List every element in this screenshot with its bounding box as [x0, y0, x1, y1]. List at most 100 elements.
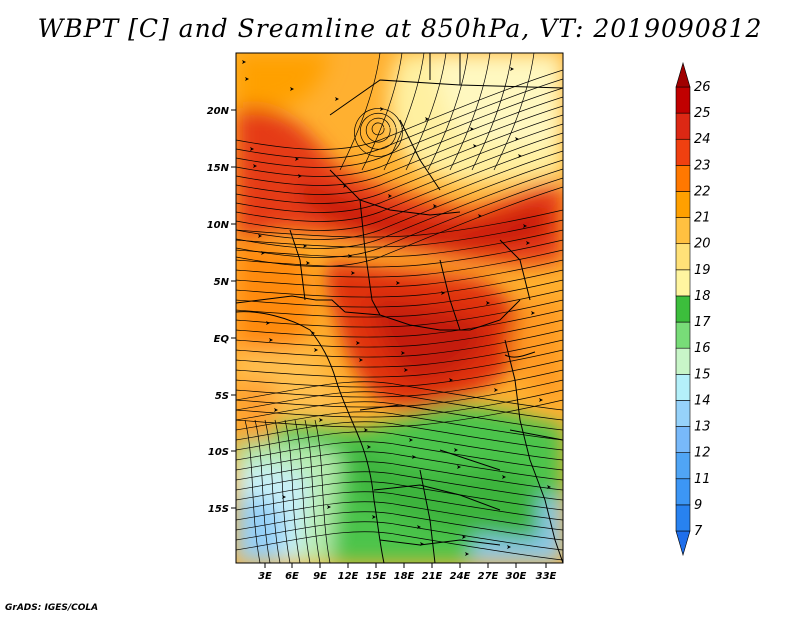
streamline-arrow [502, 475, 506, 479]
streamline-arrow [412, 455, 416, 459]
streamline [236, 141, 563, 222]
streamline [236, 259, 563, 288]
streamline [304, 419, 321, 563]
streamline-arrow [274, 408, 278, 412]
map-frame [235, 52, 564, 564]
streamline [236, 87, 563, 168]
map-title: WBPT [C] and Sreamline at 850hPa, VT: 20… [37, 14, 763, 43]
streamline [294, 419, 311, 563]
streamline-arrow [253, 164, 257, 168]
streamline [427, 53, 469, 171]
streamline-arrow [314, 348, 318, 352]
streamline [236, 471, 563, 501]
streamline [359, 112, 397, 150]
colorbar-label: 9 [694, 498, 702, 513]
colorbar-swatch-0 [675, 530, 691, 557]
streamline [405, 53, 447, 171]
streamline [236, 299, 563, 328]
streamline-arrow [388, 194, 392, 198]
streamline [236, 289, 563, 318]
streamline-arrow [372, 515, 376, 519]
lat-label-15s: 15S [208, 504, 229, 515]
streamline [236, 401, 563, 431]
colorbar-label: 15 [694, 367, 711, 382]
colorbar-label: 25 [694, 106, 711, 121]
streamline-arrow [531, 311, 535, 315]
streamline [236, 123, 563, 204]
streamline-arrow [523, 224, 527, 228]
streamline [236, 491, 563, 521]
colorbar-swatch-6 [675, 373, 691, 401]
streamline-arrow [494, 388, 498, 392]
streamline [236, 521, 563, 551]
streamline-arrow [420, 542, 424, 546]
streamline [236, 481, 563, 511]
colorbar-swatch-7 [675, 347, 691, 375]
lon-label-9e: 9E [313, 571, 327, 582]
colorbar-swatch-9 [675, 295, 691, 323]
streamline-arrow [518, 154, 522, 158]
streamline [236, 78, 563, 159]
streamline [471, 53, 513, 171]
lon-label-12e: 12E [338, 571, 359, 582]
colorbar-label: 23 [694, 158, 711, 173]
streamline-arrow [364, 428, 368, 432]
lat-axis: 20N 15N 10N 5N EQ 5S 10S 15S [207, 106, 236, 515]
streamline-arrow [261, 251, 265, 255]
streamline-arrow [433, 204, 437, 208]
streamline [236, 168, 563, 249]
streamline-arrow [327, 505, 331, 509]
lat-label-10n: 10N [207, 220, 230, 231]
colorbar-label: 12 [694, 446, 711, 461]
colorbar-swatch-18 [675, 61, 691, 88]
streamline-arrow [470, 127, 474, 131]
streamline [236, 177, 563, 258]
colorbar-swatch-10 [675, 269, 691, 297]
streamline-arrow [306, 261, 310, 265]
streamline [365, 117, 391, 143]
colorbar-swatch-5 [675, 400, 691, 427]
streamlines [236, 53, 563, 563]
colorbar-swatch-16 [675, 112, 691, 140]
streamline [236, 329, 563, 358]
colorbar-swatch-2 [675, 478, 691, 506]
colorbar-swatch-8 [675, 321, 691, 349]
streamline-arrow [457, 465, 461, 469]
streamline-arrow [515, 137, 519, 141]
lon-axis: 3E 6E 9E 12E 15E 18E 21E 24E 27E 30E 33E [258, 563, 557, 582]
colorbar-swatch-13 [675, 191, 691, 218]
streamline [236, 399, 563, 428]
streamline-arrow [473, 144, 477, 148]
streamline-arrow [526, 241, 530, 245]
lat-label-eq: EQ [214, 334, 230, 345]
streamline-arrow [290, 87, 294, 91]
lat-label-5s: 5S [215, 391, 229, 402]
streamline-arrow [380, 107, 384, 111]
streamline-arrow [425, 117, 429, 121]
streamline [274, 419, 291, 563]
streamline-arrow [245, 77, 249, 81]
streamline [284, 419, 301, 563]
streamline-arrow [335, 97, 339, 101]
colorbar-swatch-11 [675, 243, 691, 271]
streamline [449, 53, 491, 171]
lat-label-15n: 15N [207, 163, 230, 174]
colorbar-label: 26 [694, 80, 711, 95]
streamline [264, 419, 281, 563]
streamline-arrow [441, 291, 445, 295]
streamline-arrow [258, 234, 262, 238]
streamline [236, 451, 563, 481]
streamline-arrow [282, 495, 286, 499]
colorbar-label: 24 [694, 132, 711, 147]
streamline [339, 53, 381, 171]
streamline-arrow [547, 485, 551, 489]
lat-label-20n: 20N [207, 106, 230, 117]
streamline-arrow [319, 418, 323, 422]
grads-credit: GrADS: IGES/COLA [5, 603, 99, 613]
streamline [244, 419, 261, 563]
streamline [236, 441, 563, 471]
streamline [236, 249, 563, 278]
streamline-arrow [269, 338, 273, 342]
streamline-arrow [404, 368, 408, 372]
